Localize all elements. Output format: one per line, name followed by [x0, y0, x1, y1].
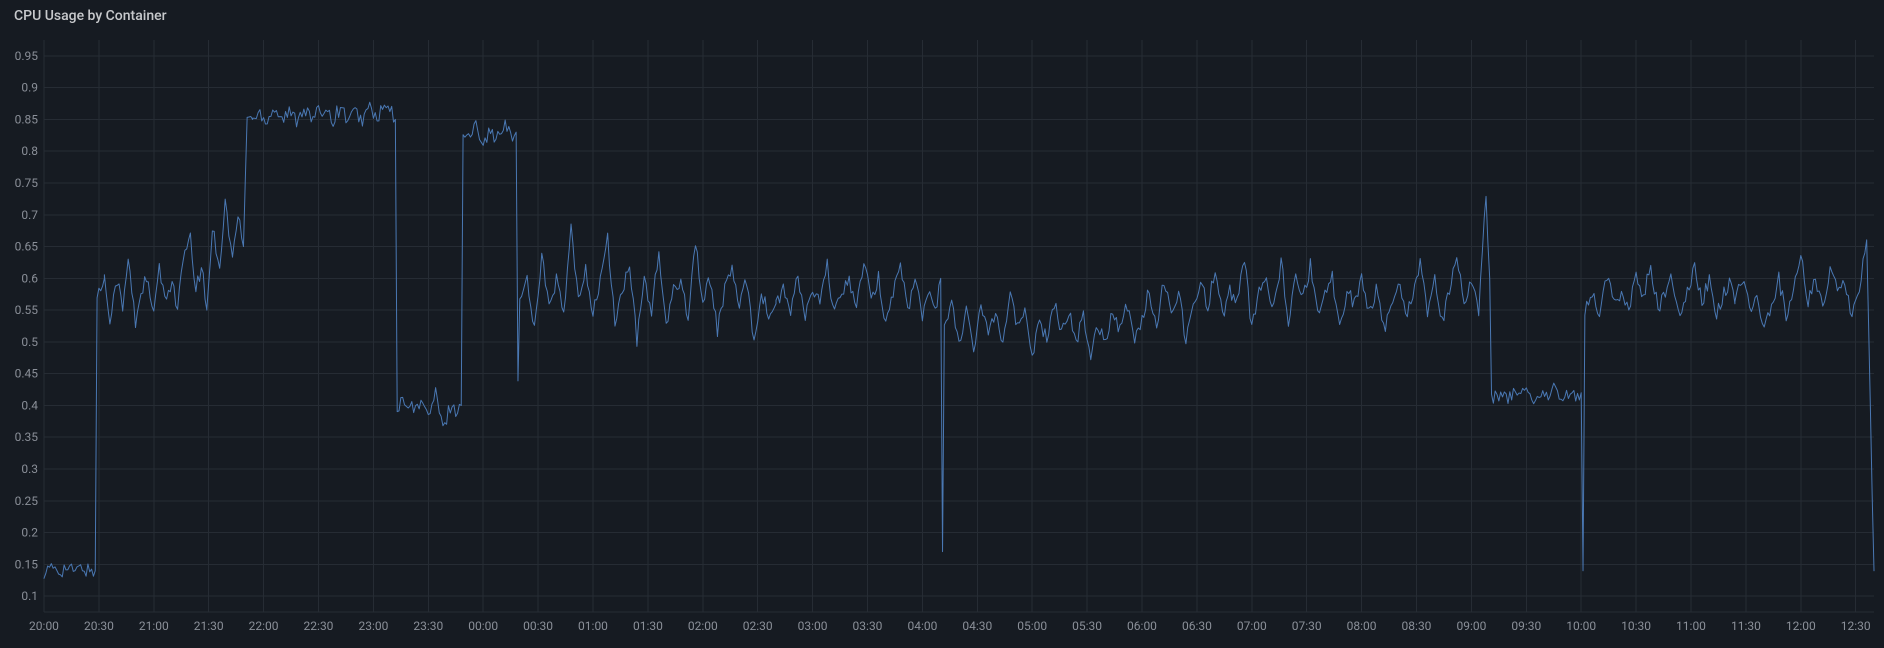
svg-text:09:00: 09:00 — [1456, 619, 1486, 633]
svg-text:07:30: 07:30 — [1292, 619, 1322, 633]
svg-text:01:30: 01:30 — [633, 619, 663, 633]
svg-text:05:00: 05:00 — [1017, 619, 1047, 633]
svg-text:12:30: 12:30 — [1841, 619, 1871, 633]
cpu-usage-panel: CPU Usage by Container 0.1 0.15 0.2 0.25 0.3… — [0, 0, 1884, 648]
svg-text:0.8: 0.8 — [21, 144, 38, 158]
svg-text:06:30: 06:30 — [1182, 619, 1212, 633]
svg-text:22:00: 22:00 — [249, 619, 279, 633]
svg-text:0.7: 0.7 — [21, 208, 38, 222]
svg-text:07:00: 07:00 — [1237, 619, 1267, 633]
svg-text:03:30: 03:30 — [853, 619, 883, 633]
svg-text:21:00: 21:00 — [139, 619, 169, 633]
svg-text:10:30: 10:30 — [1621, 619, 1651, 633]
svg-text:23:00: 23:00 — [358, 619, 388, 633]
svg-text:0.35: 0.35 — [15, 430, 39, 444]
svg-text:23:30: 23:30 — [413, 619, 443, 633]
svg-text:0.6: 0.6 — [21, 271, 38, 285]
svg-text:0.9: 0.9 — [21, 81, 38, 95]
svg-text:0.3: 0.3 — [21, 462, 38, 476]
svg-text:00:00: 00:00 — [468, 619, 498, 633]
svg-text:02:30: 02:30 — [743, 619, 773, 633]
svg-text:0.85: 0.85 — [15, 112, 39, 126]
svg-text:03:00: 03:00 — [798, 619, 828, 633]
svg-text:0.4: 0.4 — [21, 398, 38, 412]
svg-text:04:00: 04:00 — [907, 619, 937, 633]
svg-text:0.65: 0.65 — [15, 240, 39, 254]
svg-text:0.5: 0.5 — [21, 335, 38, 349]
panel-title: CPU Usage by Container — [14, 8, 167, 24]
svg-text:02:00: 02:00 — [688, 619, 718, 633]
svg-text:01:00: 01:00 — [578, 619, 608, 633]
svg-text:20:30: 20:30 — [84, 619, 114, 633]
svg-text:0.75: 0.75 — [15, 176, 39, 190]
svg-text:0.15: 0.15 — [15, 557, 39, 571]
svg-text:22:30: 22:30 — [304, 619, 334, 633]
svg-text:11:00: 11:00 — [1676, 619, 1706, 633]
chart-area[interactable]: 0.1 0.15 0.2 0.25 0.3 0.35 0.4 0.45 0.5 0.55 0.6 0.… — [4, 34, 1880, 638]
svg-text:04:30: 04:30 — [962, 619, 992, 633]
svg-text:0.25: 0.25 — [15, 494, 39, 508]
svg-text:10:00: 10:00 — [1566, 619, 1596, 633]
svg-text:0.2: 0.2 — [21, 526, 38, 540]
svg-text:08:00: 08:00 — [1347, 619, 1377, 633]
svg-text:09:30: 09:30 — [1511, 619, 1541, 633]
svg-text:0.55: 0.55 — [15, 303, 39, 317]
svg-text:11:30: 11:30 — [1731, 619, 1761, 633]
svg-text:0.45: 0.45 — [15, 367, 39, 381]
svg-text:00:30: 00:30 — [523, 619, 553, 633]
svg-text:0.95: 0.95 — [15, 49, 39, 63]
line-chart[interactable]: 0.1 0.15 0.2 0.25 0.3 0.35 0.4 0.45 0.5 0.55 0.6 0.… — [4, 34, 1880, 638]
svg-text:12:00: 12:00 — [1786, 619, 1816, 633]
svg-text:0.1: 0.1 — [21, 589, 38, 603]
svg-text:21:30: 21:30 — [194, 619, 224, 633]
svg-text:06:00: 06:00 — [1127, 619, 1157, 633]
svg-text:08:30: 08:30 — [1402, 619, 1432, 633]
svg-text:20:00: 20:00 — [29, 619, 59, 633]
svg-text:05:30: 05:30 — [1072, 619, 1102, 633]
